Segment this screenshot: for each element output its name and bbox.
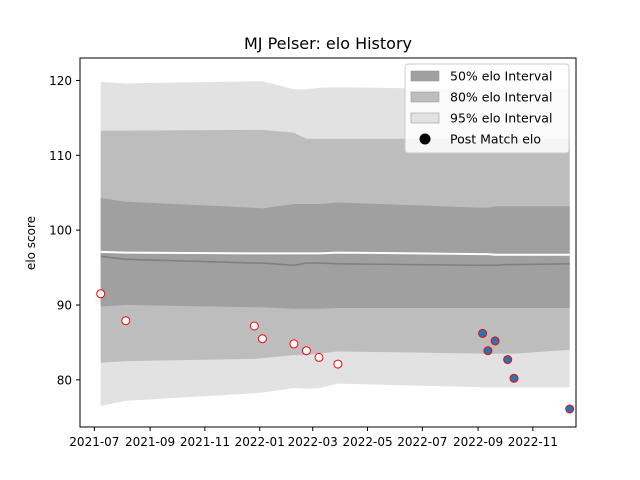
post-match-point — [509, 373, 519, 383]
y-axis-label: elo score — [24, 216, 38, 270]
legend-swatch — [410, 112, 440, 124]
x-tick-label: 2022-05 — [342, 435, 392, 449]
legend-swatch — [410, 91, 440, 103]
legend-swatch — [410, 70, 440, 82]
legend: 50% elo Interval 80% elo Interval 95% elo … — [404, 63, 570, 154]
post-match-point — [96, 289, 106, 299]
post-match-point — [333, 359, 343, 369]
mean-line — [100, 255, 570, 267]
y-tick-label: 100 — [49, 224, 72, 238]
post-match-point — [121, 316, 131, 326]
upper-line-line — [100, 250, 570, 256]
legend-marker — [419, 133, 431, 145]
y-tick-label: 80 — [57, 373, 72, 387]
axes-frame — [79, 57, 577, 428]
legend-label: 50% elo Interval — [450, 69, 552, 84]
y-tick-label: 110 — [49, 149, 72, 163]
post-match-point — [503, 355, 513, 365]
legend-label: 95% elo Interval — [450, 111, 552, 126]
legend-label: Post Match elo — [450, 132, 541, 147]
post-match-point — [565, 404, 575, 414]
legend-label: 80% elo Interval — [450, 90, 552, 105]
chart-title: MJ Pelser: elo History — [244, 34, 412, 53]
x-tick-label: 2022-03 — [288, 435, 338, 449]
y-axis: 80 90 100 110 120 — [49, 74, 80, 387]
post-match-point — [478, 328, 488, 338]
plot-area — [96, 81, 575, 414]
x-tick-label: 2021-09 — [125, 435, 175, 449]
post-match-point — [483, 346, 493, 356]
x-tick-label: 2022-09 — [453, 435, 503, 449]
post-match-point — [314, 352, 324, 362]
post-match-point — [301, 346, 311, 356]
post-match-point — [289, 339, 299, 349]
post-match-point — [490, 336, 500, 346]
legend-box — [404, 63, 570, 154]
post-match-point — [249, 321, 259, 331]
x-axis: 2021-07 2021-09 2021-11 2022-01 2022-03 2022-… — [69, 427, 558, 449]
x-tick-label: 2022-11 — [508, 435, 558, 449]
x-tick-label: 2021-07 — [69, 435, 119, 449]
x-tick-label: 2022-01 — [235, 435, 285, 449]
x-tick-label: 2022-07 — [397, 435, 447, 449]
x-tick-label: 2021-11 — [180, 435, 230, 449]
post-match-point — [257, 334, 267, 344]
y-tick-label: 90 — [57, 298, 72, 312]
y-tick-label: 120 — [49, 74, 72, 88]
